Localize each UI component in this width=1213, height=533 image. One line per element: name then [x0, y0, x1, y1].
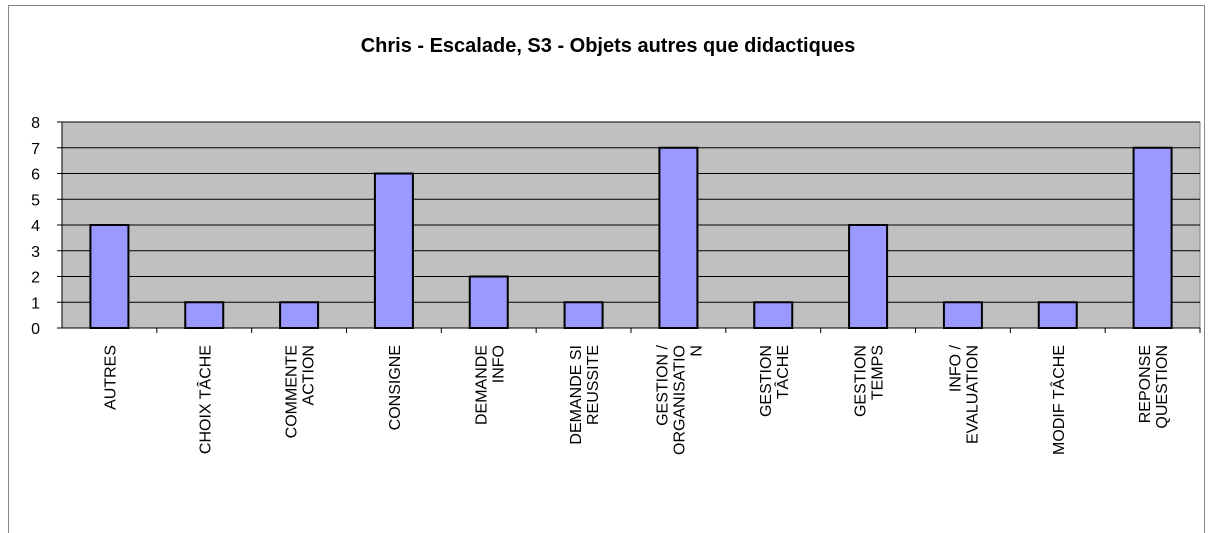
- label-line: DEMANDE: [473, 345, 490, 425]
- label-line: N: [688, 345, 705, 357]
- x-tick-label: GESTIONTÂCHE: [758, 345, 792, 417]
- label-line: ACTION: [301, 345, 318, 405]
- label-line: TEMPS: [870, 345, 887, 400]
- label-line: QUESTION: [1154, 345, 1171, 429]
- y-tick-label: 7: [31, 141, 40, 158]
- bar: [848, 224, 889, 329]
- label-line: TÂCHE: [773, 345, 792, 399]
- x-tick-label: REPONSEQUESTION: [1137, 345, 1171, 429]
- bar: [373, 172, 414, 329]
- x-tick-label: COMMENTEACTION: [284, 345, 318, 438]
- y-tick-label: 5: [31, 192, 40, 209]
- y-tick-label: 1: [31, 295, 40, 312]
- chart-title: Chris - Escalade, S3 - Objets autres que…: [361, 35, 856, 57]
- x-tick-label: DEMANDEINFO: [473, 345, 507, 425]
- label-line: EVALUATION: [964, 345, 981, 444]
- y-tick-label: 6: [31, 167, 40, 184]
- bar: [468, 275, 509, 329]
- y-tick-label: 3: [31, 244, 40, 261]
- bar: [563, 301, 604, 329]
- label-line: COMMENTE: [284, 345, 301, 438]
- x-tick-label: DEMANDE SIREUSSITE: [568, 345, 602, 445]
- label-line: REUSSITE: [585, 345, 602, 425]
- x-tick-label: CHOIX TÂCHE: [195, 345, 214, 454]
- bar: [942, 301, 983, 329]
- bar: [658, 146, 699, 329]
- label-line: GESTION: [758, 345, 775, 417]
- label-line: CHOIX TÂCHE: [195, 345, 214, 454]
- y-tick-label: 8: [31, 115, 40, 132]
- label-line: AUTRES: [102, 345, 119, 410]
- y-tick-label: 4: [31, 218, 40, 235]
- x-tick-label: INFO /EVALUATION: [947, 344, 981, 444]
- label-line: CONSIGNE: [387, 345, 404, 430]
- x-tick-label: CONSIGNE: [387, 345, 404, 430]
- bar: [1132, 146, 1173, 329]
- x-tick-label: AUTRES: [102, 345, 119, 410]
- x-tick-label: GESTION /ORGANISATION: [654, 344, 705, 454]
- x-tick-label: MODIF TÂCHE: [1049, 345, 1068, 455]
- label-line: DEMANDE SI: [568, 345, 585, 445]
- label-line: GESTION: [853, 345, 870, 417]
- bar: [184, 301, 225, 329]
- x-tick-label: GESTIONTEMPS: [853, 345, 887, 417]
- label-line: REPONSE: [1137, 345, 1154, 423]
- bar: [753, 301, 794, 329]
- label-line: GESTION /: [654, 344, 671, 425]
- label-line: INFO: [490, 345, 507, 383]
- y-tick-label: 0: [31, 321, 40, 338]
- bar: [89, 224, 130, 329]
- bar: [1037, 301, 1078, 329]
- label-line: INFO /: [947, 344, 964, 392]
- label-line: MODIF TÂCHE: [1049, 345, 1068, 455]
- y-tick-label: 2: [31, 270, 40, 287]
- bar: [279, 301, 320, 329]
- label-line: ORGANISATIO: [671, 345, 688, 455]
